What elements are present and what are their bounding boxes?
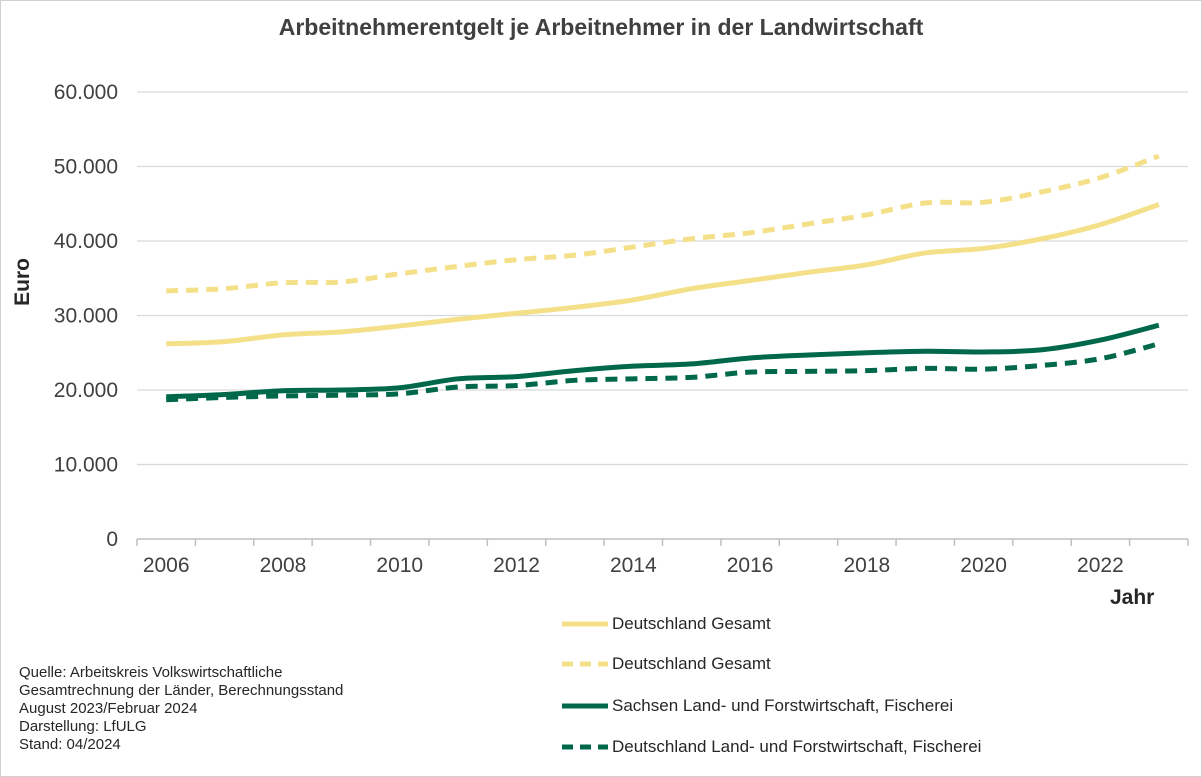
x-tick-label: 2018 [844, 554, 891, 577]
y-tick-label: 30.000 [54, 305, 118, 328]
chart-title: Arbeitnehmerentgelt je Arbeitnehmer in d… [278, 14, 924, 40]
series-line-3 [166, 341, 1160, 403]
legend-label: Deutschland Land- und Forstwirtschaft, F… [612, 737, 982, 756]
series-line-2 [166, 322, 1160, 400]
series-line-0 [166, 202, 1160, 347]
y-tick-label: 10.000 [54, 454, 118, 477]
legend-item: Sachsen Land- und Forstwirtschaft, Fisch… [562, 694, 953, 718]
legend-swatch [562, 621, 608, 627]
legend-swatch [562, 744, 608, 750]
x-tick-label: 2012 [493, 554, 540, 577]
x-tick-label: 2022 [1077, 554, 1124, 577]
legend-swatch [562, 703, 608, 709]
y-tick-label: 60.000 [54, 81, 118, 104]
series-line-1 [166, 153, 1160, 294]
x-tick-label: 2010 [376, 554, 423, 577]
legend-item: Deutschland Gesamt [562, 612, 771, 636]
legend-swatch [562, 661, 608, 667]
source-line: Darstellung: LfULG [19, 718, 147, 735]
x-axis-label: Jahr [1110, 586, 1155, 609]
legend-item: Deutschland Land- und Forstwirtschaft, F… [562, 735, 981, 759]
y-tick-label: 40.000 [54, 230, 118, 253]
x-tick-label: 2016 [727, 554, 774, 577]
legend-label: Sachsen Land- und Forstwirtschaft, Fisch… [612, 696, 954, 715]
x-tick-label: 2020 [960, 554, 1007, 577]
source-line: Quelle: Arbeitskreis Volkswirtschaftlich… [19, 664, 283, 681]
source-line: Gesamtrechnung der Länder, Berechnungsst… [19, 682, 344, 699]
legend-item: Deutschland Gesamt [562, 652, 771, 676]
source-line: Stand: 04/2024 [19, 736, 121, 753]
source-line: August 2023/Februar 2024 [19, 700, 198, 717]
y-tick-label: 50.000 [54, 156, 118, 179]
legend-label: Deutschland Gesamt [612, 654, 771, 673]
source-note: Quelle: Arbeitskreis Volkswirtschaftlich… [19, 664, 343, 754]
y-tick-label: 20.000 [54, 379, 118, 402]
x-tick-label: 2008 [260, 554, 307, 577]
legend-label: Deutschland Gesamt [612, 614, 771, 633]
x-tick-label: 2014 [610, 554, 657, 577]
y-tick-label: 0 [106, 528, 118, 551]
x-tick-label: 2006 [143, 554, 190, 577]
